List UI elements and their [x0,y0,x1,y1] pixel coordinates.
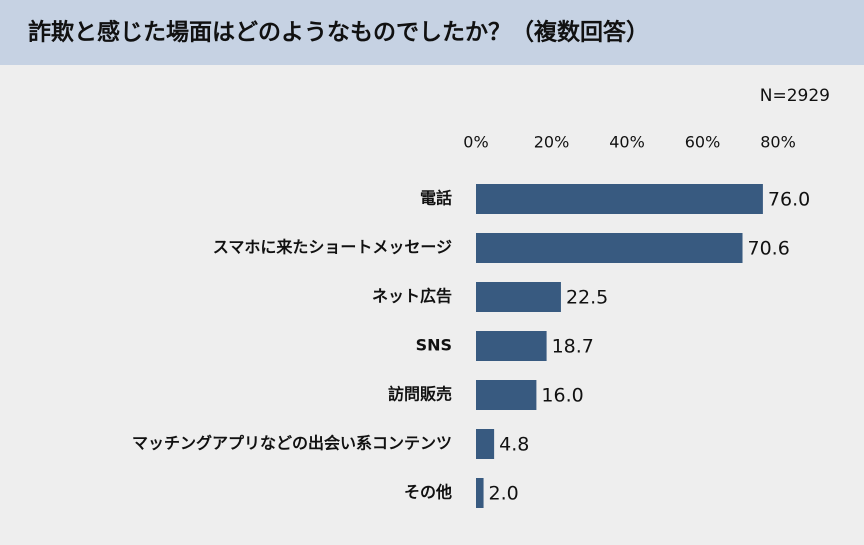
annotation: N=2929 [760,86,830,106]
bar [476,478,484,508]
y-tick-label: SNS [416,336,452,355]
value-label: 70.6 [748,238,790,260]
y-tick-label: スマホに来たショートメッセージ [213,238,452,257]
value-label: 2.0 [489,483,519,505]
x-tick-label: 80% [760,133,796,152]
chart-title: 詐欺と感じた場面はどのようなものでしたか？（複数回答） [28,19,649,46]
bar [476,331,547,361]
x-tick-label: 0% [463,133,488,152]
x-tick-label: 20% [534,133,570,152]
value-label: 4.8 [499,434,529,456]
value-label: 22.5 [566,287,608,309]
bar [476,282,561,312]
bar [476,184,763,214]
y-tick-label: 電話 [420,189,452,208]
bar [476,233,743,263]
y-tick-label: 訪問販売 [388,385,452,404]
header-band [0,0,864,65]
value-label: 76.0 [768,189,810,211]
bar [476,380,537,410]
y-tick-label: マッチングアプリなどの出会い系コンテンツ [132,434,452,453]
y-tick-label: ネット広告 [372,287,452,306]
x-tick-label: 60% [685,133,721,152]
x-tick-label: 40% [609,133,645,152]
y-tick-label: その他 [404,483,452,502]
value-label: 18.7 [552,336,594,358]
value-label: 16.0 [541,385,583,407]
bar [476,429,495,459]
